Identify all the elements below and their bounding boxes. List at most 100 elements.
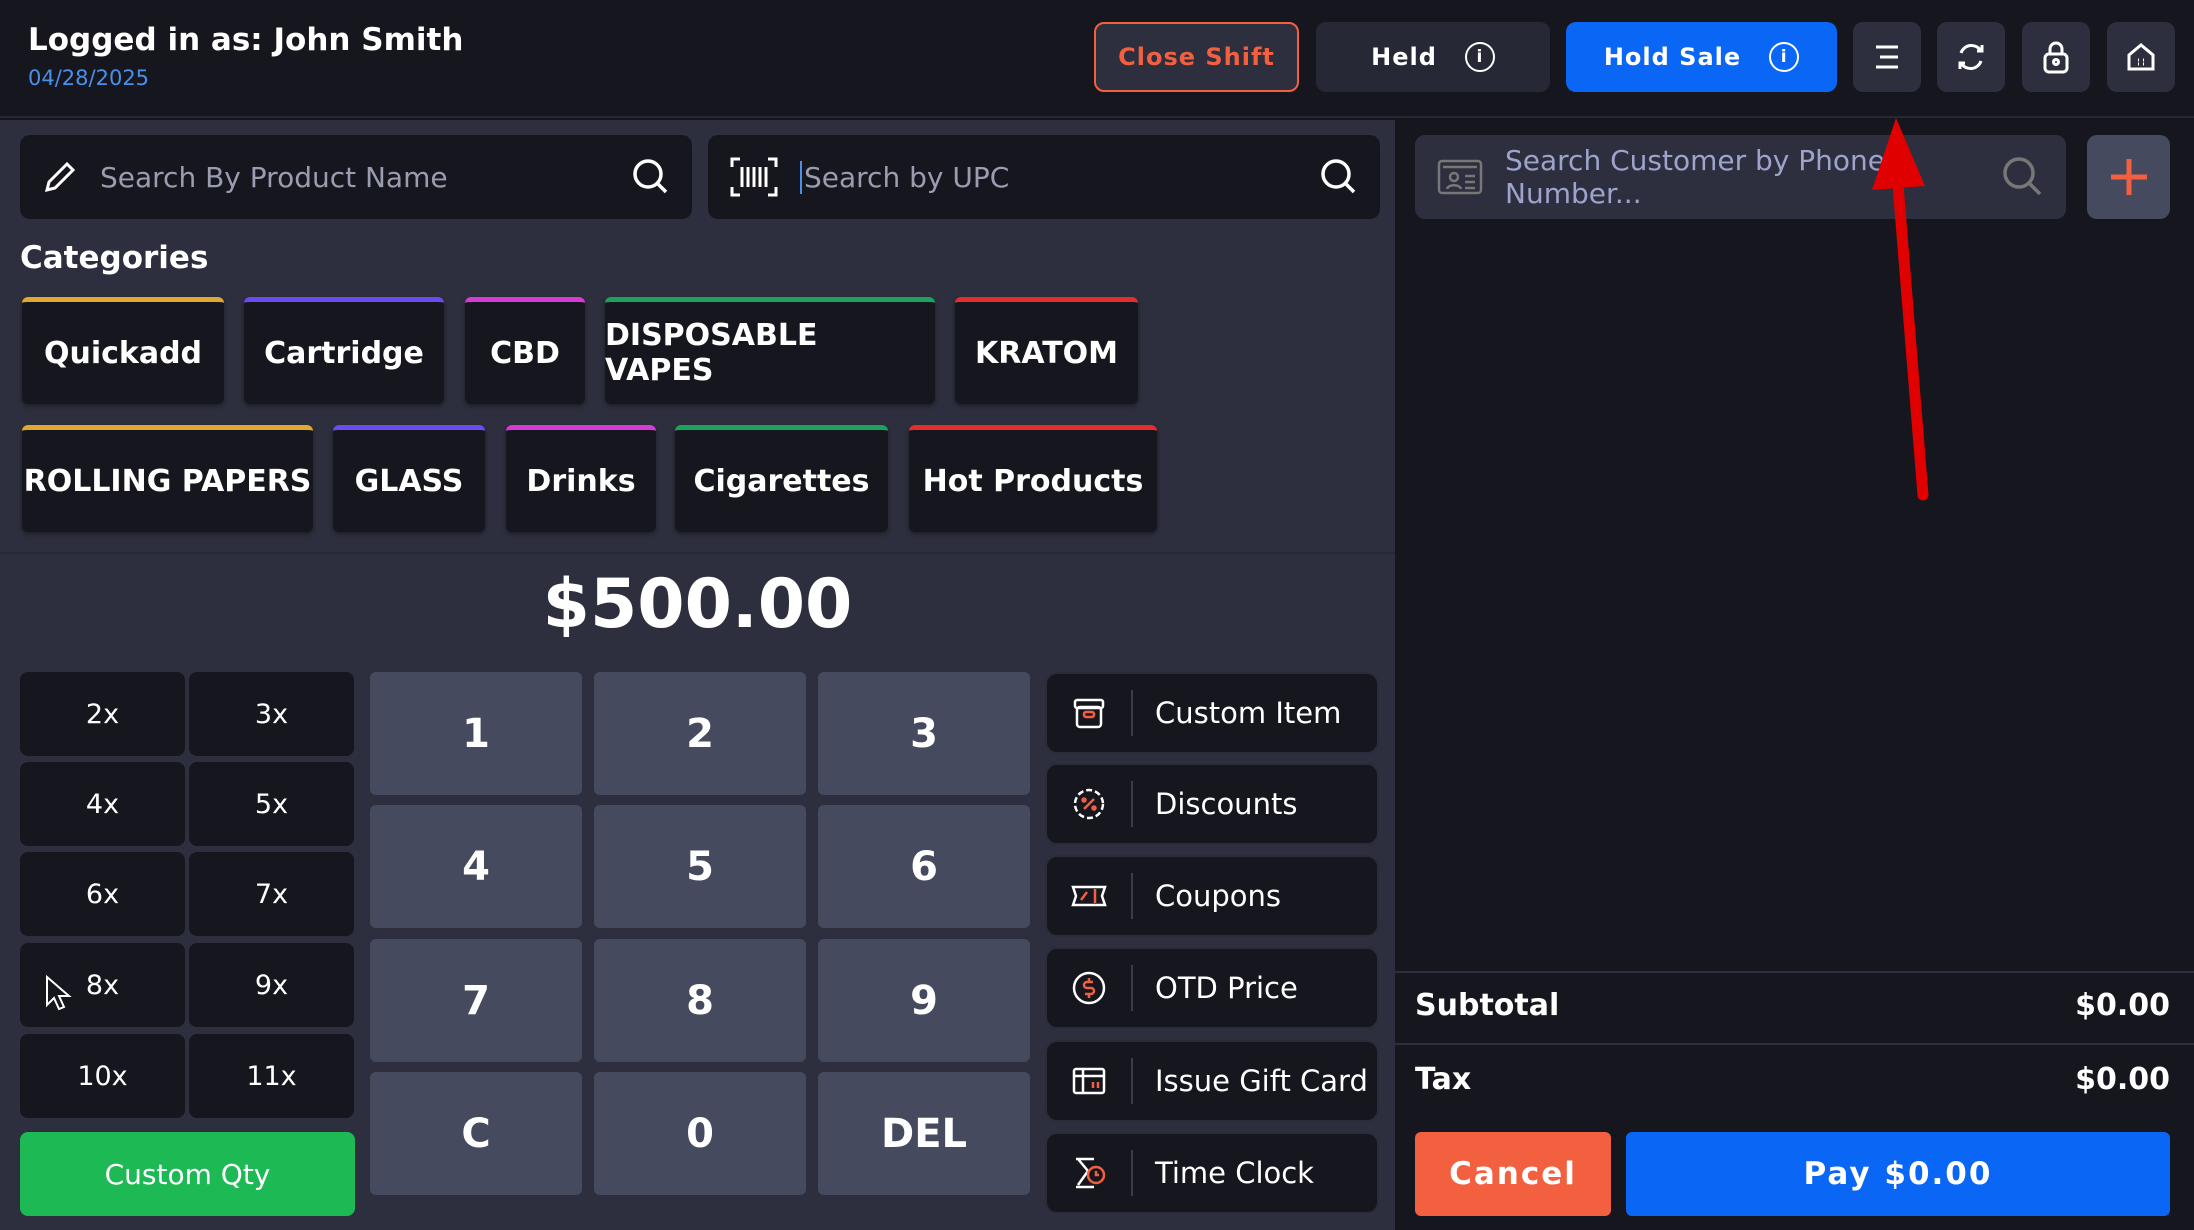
home-button[interactable] xyxy=(2107,22,2175,92)
key-7[interactable]: 7 xyxy=(370,939,582,1062)
multiplier-8x[interactable]: 8x xyxy=(20,943,185,1027)
upc-search-input[interactable]: Search by UPC xyxy=(708,135,1380,219)
search-icon[interactable] xyxy=(1320,158,1358,196)
category-label: Cigarettes xyxy=(693,463,870,499)
divider xyxy=(1395,971,2194,973)
refresh-icon xyxy=(1958,44,1984,70)
multiplier-7x[interactable]: 7x xyxy=(189,852,354,936)
key-3[interactable]: 3 xyxy=(818,672,1030,795)
product-search-input[interactable]: Search By Product Name xyxy=(20,135,692,219)
amount-display: $500.00 xyxy=(542,565,853,644)
category-cigarettes[interactable]: Cigarettes xyxy=(675,425,888,532)
category-quickadd[interactable]: Quickadd xyxy=(22,297,224,404)
action-label: Custom Item xyxy=(1155,696,1342,730)
refresh-button[interactable] xyxy=(1937,22,2005,92)
action-otd-price-button[interactable]: OTD Price xyxy=(1045,947,1379,1029)
category-label: DISPOSABLE VAPES xyxy=(605,318,818,388)
key-9[interactable]: 9 xyxy=(818,939,1030,1062)
multiplier-9x[interactable]: 9x xyxy=(189,943,354,1027)
menu-icon xyxy=(1876,45,1898,69)
lock-button[interactable] xyxy=(2022,22,2090,92)
divider xyxy=(1131,873,1133,919)
divider xyxy=(1131,781,1133,827)
key-8[interactable]: 8 xyxy=(594,939,806,1062)
action-label: Discounts xyxy=(1155,787,1298,821)
subtotal-row: Subtotal $0.00 xyxy=(1415,988,2170,1023)
category-label: Quickadd xyxy=(43,335,203,371)
dollar-circle-icon xyxy=(1047,970,1131,1006)
multiplier-10x[interactable]: 10x xyxy=(20,1034,185,1118)
barcode-icon xyxy=(730,157,778,197)
category-label: KRATOM xyxy=(974,335,1119,371)
category-hot-products[interactable]: Hot Products xyxy=(909,425,1157,532)
pay-label: Pay $0.00 xyxy=(1803,1156,1993,1192)
action-label: Issue Gift Card xyxy=(1155,1064,1368,1098)
action-issue-gift-card-button[interactable]: Issue Gift Card xyxy=(1045,1040,1379,1122)
action-label: OTD Price xyxy=(1155,971,1298,1005)
key-del[interactable]: DEL xyxy=(818,1072,1030,1195)
multiplier-4x[interactable]: 4x xyxy=(20,762,185,846)
gift-card-icon xyxy=(1047,1063,1131,1099)
cancel-label: Cancel xyxy=(1449,1156,1577,1192)
pay-button[interactable]: Pay $0.00 xyxy=(1626,1132,2170,1216)
action-label: Coupons xyxy=(1155,879,1282,913)
category-label: CBD xyxy=(490,335,560,371)
category-cartridge[interactable]: Cartridge xyxy=(244,297,444,404)
cancel-button[interactable]: Cancel xyxy=(1415,1132,1611,1216)
subtotal-label: Subtotal xyxy=(1415,988,1560,1023)
info-icon: i xyxy=(1769,42,1800,72)
close-shift-button[interactable]: Close Shift xyxy=(1094,22,1299,92)
category-label: Drinks xyxy=(526,463,636,499)
multiplier-2x[interactable]: 2x xyxy=(20,672,185,756)
category-cbd[interactable]: CBD xyxy=(465,297,585,404)
divider xyxy=(1131,965,1133,1011)
id-card-icon xyxy=(1437,159,1483,195)
key-5[interactable]: 5 xyxy=(594,805,806,928)
action-time-clock-button[interactable]: Time Clock xyxy=(1045,1132,1379,1214)
key-2[interactable]: 2 xyxy=(594,672,806,795)
multiplier-3x[interactable]: 3x xyxy=(189,672,354,756)
add-customer-button[interactable] xyxy=(2087,135,2170,219)
divider xyxy=(1395,1043,2194,1045)
action-custom-item-button[interactable]: Custom Item xyxy=(1045,672,1379,754)
pencil-icon xyxy=(44,161,76,193)
key-0[interactable]: 0 xyxy=(594,1072,806,1195)
category-kratom[interactable]: KRATOM xyxy=(955,297,1138,404)
action-discounts-button[interactable]: Discounts xyxy=(1045,763,1379,845)
category-disposable-vapes[interactable]: DISPOSABLE VAPES xyxy=(605,297,935,404)
search-icon[interactable] xyxy=(2002,156,2044,198)
search-icon[interactable] xyxy=(632,158,670,196)
category-label: Cartridge xyxy=(264,335,424,371)
upc-search-placeholder: Search by UPC xyxy=(800,160,1298,194)
home-icon xyxy=(2127,43,2155,71)
hold-sale-button[interactable]: Hold Sale i xyxy=(1566,22,1837,92)
category-drinks[interactable]: Drinks xyxy=(506,425,656,532)
category-label: ROLLING PAPERS xyxy=(23,463,312,499)
customer-search-placeholder: Search Customer by Phone Number... xyxy=(1505,144,1885,210)
key-6[interactable]: 6 xyxy=(818,805,1030,928)
action-coupons-button[interactable]: Coupons xyxy=(1045,855,1379,937)
plus-icon xyxy=(2110,159,2147,195)
custom-qty-button[interactable]: Custom Qty xyxy=(20,1132,355,1216)
category-glass[interactable]: GLASS xyxy=(333,425,485,532)
time-clock-icon xyxy=(1047,1155,1131,1191)
divider xyxy=(1131,690,1133,736)
multiplier-5x[interactable]: 5x xyxy=(189,762,354,846)
held-label: Held xyxy=(1371,43,1437,71)
discount-badge-icon xyxy=(1047,786,1131,822)
held-button[interactable]: Held i xyxy=(1316,22,1550,92)
customer-search-input[interactable]: Search Customer by Phone Number... xyxy=(1415,135,2066,219)
key-1[interactable]: 1 xyxy=(370,672,582,795)
coupon-icon xyxy=(1047,878,1131,914)
multiplier-6x[interactable]: 6x xyxy=(20,852,185,936)
category-rolling-papers[interactable]: ROLLING PAPERS xyxy=(22,425,313,532)
menu-button[interactable] xyxy=(1853,22,1921,92)
key-4[interactable]: 4 xyxy=(370,805,582,928)
key-c[interactable]: C xyxy=(370,1072,582,1195)
logged-in-user: Logged in as: John Smith xyxy=(28,22,464,58)
box-icon xyxy=(1047,695,1131,731)
close-shift-label: Close Shift xyxy=(1118,43,1275,71)
custom-qty-label: Custom Qty xyxy=(104,1157,271,1191)
multiplier-11x[interactable]: 11x xyxy=(189,1034,354,1118)
shift-date: 04/28/2025 xyxy=(28,66,150,90)
